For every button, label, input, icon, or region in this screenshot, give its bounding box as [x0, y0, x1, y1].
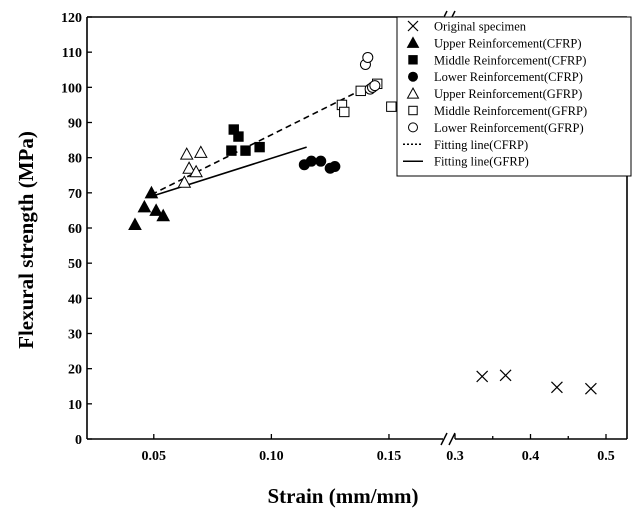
y-tick-label: 30 [68, 328, 82, 343]
data-point [240, 145, 251, 156]
x-tick-label: 0.4 [522, 449, 540, 464]
legend-label: Middle Reinforcement(CFRP) [434, 53, 586, 67]
y-tick-label: 100 [61, 81, 82, 96]
data-point [179, 147, 194, 160]
data-point [254, 141, 265, 153]
data-point [339, 106, 350, 118]
y-tick-label: 10 [68, 398, 82, 413]
y-tick-label: 20 [68, 363, 82, 378]
data-point [499, 369, 512, 382]
data-point [329, 160, 341, 172]
legend-label: Lower Reinforcement(GFRP) [434, 121, 584, 135]
y-tick-label: 60 [68, 222, 82, 237]
legend-label: Original specimen [434, 20, 527, 34]
legend-marker [408, 122, 418, 133]
legend-label: Upper Reinforcement(CFRP) [434, 36, 582, 50]
data-point [386, 101, 397, 112]
data-point [362, 51, 374, 63]
y-tick-label: 0 [75, 433, 82, 448]
x-tick-label: 0.3 [446, 449, 464, 464]
legend-label: Fitting line(CFRP) [434, 138, 528, 152]
data-point [476, 370, 489, 383]
legend-box [396, 16, 632, 177]
data-point [584, 382, 597, 395]
legend-label: Fitting line(GFRP) [434, 155, 529, 169]
legend-marker [406, 36, 420, 48]
legend-marker [408, 55, 418, 65]
y-tick-label: 120 [61, 11, 82, 26]
y-axis-title: Flexural strength (MPa) [14, 131, 38, 349]
legend-label: Upper Reinforcement(GFRP) [434, 87, 582, 101]
legend-label: Lower Reinforcement(CFRP) [434, 70, 583, 84]
legend-marker [407, 20, 419, 32]
x-tick-label: 0.15 [377, 449, 402, 464]
legend-label: Middle Reinforcement(GFRP) [434, 104, 587, 118]
data-point [305, 155, 317, 167]
x-axis-title: Strain (mm/mm) [267, 484, 418, 508]
y-tick-label: 50 [68, 257, 82, 272]
fitting-line [151, 146, 307, 198]
data-point [193, 145, 208, 158]
data-point [156, 208, 171, 222]
axis-break-mark [440, 432, 448, 446]
x-tick-label: 0.5 [597, 449, 615, 464]
data-point [551, 381, 563, 394]
data-point [177, 175, 192, 188]
y-tick-label: 70 [68, 187, 82, 202]
axis-break-mark [448, 432, 456, 446]
data-point [369, 80, 381, 92]
x-tick-label: 0.10 [259, 449, 284, 464]
data-point [128, 217, 142, 230]
legend: Original specimen Upper Reinforcement(CFR… [396, 16, 632, 177]
data-point [182, 161, 196, 174]
data-point [233, 131, 244, 142]
data-point [189, 164, 203, 178]
data-point [355, 85, 366, 97]
y-tick-label: 110 [62, 46, 82, 61]
data-point [144, 185, 159, 199]
legend-marker [408, 105, 418, 116]
y-tick-label: 40 [68, 292, 82, 307]
y-tick-label: 80 [68, 152, 82, 167]
axes: 0 10 20 30 40 50 60 70 80 90 100 110 120 0.05 0.10 0.15… [61, 10, 628, 464]
data-point [137, 199, 152, 213]
legend-marker [408, 71, 418, 82]
data-point [149, 203, 163, 216]
data-point [315, 155, 327, 167]
data-point [226, 145, 237, 156]
plot-area [128, 51, 597, 395]
y-tick-label: 90 [68, 117, 82, 132]
legend-marker [406, 87, 420, 99]
x-tick-label: 0.05 [142, 449, 167, 464]
